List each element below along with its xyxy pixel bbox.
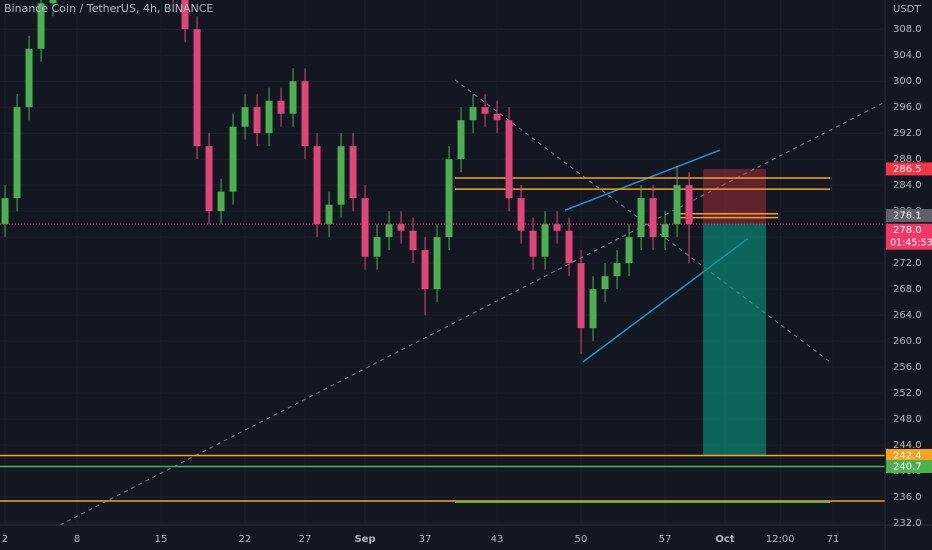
x-tick-label: Oct (715, 534, 734, 545)
candle-body (565, 230, 573, 264)
candle-body (541, 224, 549, 257)
y-tick-label: 288.0 (893, 154, 922, 165)
candle-body (589, 289, 597, 329)
y-tick-label: 296.0 (893, 102, 922, 113)
candle-body (613, 263, 621, 277)
candle-body (673, 185, 681, 225)
y-tick-label: 304.0 (893, 50, 922, 61)
plot-area (0, 0, 885, 525)
candle-body (37, 3, 45, 49)
y-tick-label: 300.0 (893, 76, 922, 87)
candle-body (661, 224, 669, 238)
y-tick-label: 292.0 (893, 128, 922, 139)
candle-body (193, 29, 201, 147)
candle-body (529, 230, 537, 257)
candle-body (277, 100, 285, 114)
x-tick-label: 57 (659, 534, 672, 545)
x-tick-label: 15 (155, 534, 168, 545)
candle-body (49, 0, 57, 4)
candle-body (205, 146, 213, 212)
candle-body (373, 237, 381, 257)
y-tick-label: 260.0 (893, 336, 922, 347)
y-tick-label: 272.0 (893, 258, 922, 269)
candle-body (421, 250, 429, 290)
price-label: 240.7 (893, 462, 922, 473)
x-tick-label: 50 (575, 534, 588, 545)
price-label-box (886, 448, 932, 462)
candle-body (289, 81, 297, 114)
candle-body (409, 230, 417, 251)
chart-title: Binance Coin / TetherUS, 4h, BINANCE (4, 2, 213, 15)
x-tick-label: 12:00 (766, 534, 795, 545)
candle-body (301, 81, 309, 147)
candle-body (637, 198, 645, 238)
trendline (59, 101, 885, 525)
price-label-box (886, 460, 932, 474)
y-tick-label: 268.0 (893, 284, 922, 295)
candle-body (445, 159, 453, 238)
x-tick-label: Sep (354, 534, 375, 545)
price-label: 278.1 (893, 211, 922, 222)
x-tick-label: 2 (2, 534, 8, 545)
currency: USDT (893, 4, 921, 15)
candle-body (241, 107, 249, 127)
countdown: 01:45:53 (890, 238, 932, 249)
x-tick-label: 37 (419, 534, 432, 545)
candle-body (325, 204, 333, 225)
price-label-box (886, 162, 932, 176)
candle-body (25, 48, 33, 108)
price-label: 242.4 (893, 450, 922, 461)
y-tick-label: 264.0 (893, 310, 922, 321)
candle-body (481, 107, 489, 114)
y-tick-label: 252.0 (893, 388, 922, 399)
candle-body (493, 113, 501, 121)
candle-body (505, 120, 513, 199)
candle-body (265, 100, 273, 134)
candle-body (361, 198, 369, 257)
candle-body (349, 146, 357, 199)
candle-body (577, 263, 585, 329)
candle-body (1, 198, 9, 225)
candle-body (601, 276, 609, 290)
candle-body (217, 191, 225, 212)
target-zone (703, 223, 767, 456)
y-tick-label: 244.0 (893, 440, 922, 451)
candle-body (625, 237, 633, 264)
candle-body (685, 185, 693, 225)
x-tick-label: 22 (239, 534, 252, 545)
x-tick-label: 8 (74, 534, 80, 545)
candle-body (313, 146, 321, 225)
candle-body (517, 198, 525, 231)
candle-body (433, 237, 441, 290)
y-tick-label: 248.0 (893, 414, 922, 425)
candle-body (553, 224, 561, 231)
price-label: 278.0 (893, 225, 922, 236)
candle-body (457, 120, 465, 160)
candle-body (385, 224, 393, 238)
x-tick-label: 43 (491, 534, 504, 545)
x-tick-label: 27 (299, 534, 312, 545)
y-tick-label: 236.0 (893, 492, 922, 503)
candle-body (469, 107, 477, 121)
price-label: 286.5 (893, 164, 922, 175)
candle-body (253, 107, 261, 134)
price-label-box (886, 209, 932, 223)
candle-body (13, 107, 21, 199)
trendline (564, 149, 721, 211)
candle-body (337, 146, 345, 205)
y-tick-label: 308.0 (893, 24, 922, 35)
candle-body (229, 126, 237, 192)
y-tick-label: 256.0 (893, 362, 922, 373)
y-tick-label: 232.0 (893, 518, 922, 529)
y-tick-label: 284.0 (893, 180, 922, 191)
candle-body (181, 0, 189, 30)
x-tick-label: 71 (827, 534, 840, 545)
stop-zone (703, 168, 767, 224)
candle-body (397, 224, 405, 231)
candle-body (649, 198, 657, 238)
price-label-box (886, 223, 932, 250)
axes: 308.0304.0300.0296.0292.0288.0284.0280.0… (2, 24, 932, 545)
